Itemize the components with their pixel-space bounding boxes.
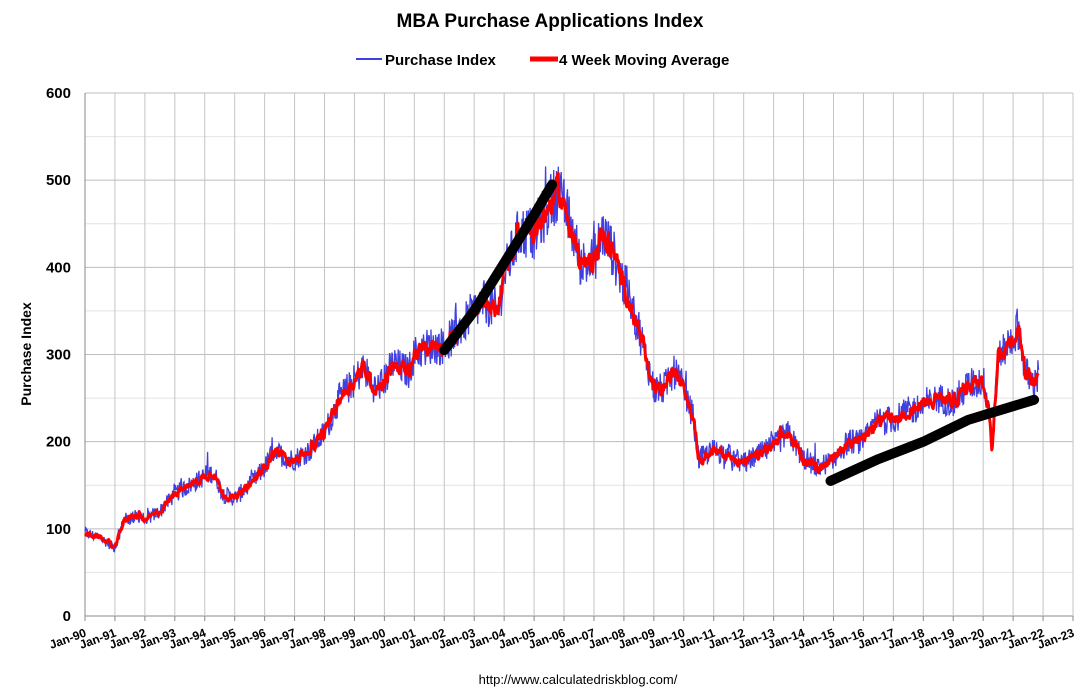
legend-label-moving-average: 4 Week Moving Average — [559, 52, 729, 69]
y-tick-label: 500 — [46, 172, 71, 189]
y-tick-label: 400 — [46, 259, 71, 276]
y-axis: 0 100 200 300 400 500 600 — [46, 85, 71, 625]
y-tick-label: 300 — [46, 347, 71, 364]
legend-label-purchase-index: Purchase Index — [385, 52, 497, 69]
trend-line-2 — [825, 394, 1040, 486]
y-tick-label: 600 — [46, 85, 71, 102]
legend: Purchase Index 4 Week Moving Average — [356, 52, 729, 69]
x-axis: Jan-90Jan-91Jan-92Jan-93Jan-94Jan-95Jan-… — [48, 626, 1077, 652]
y-tick-label: 200 — [46, 434, 71, 451]
series-moving-average-line — [84, 172, 1040, 549]
plot-area — [84, 166, 1040, 553]
source-url: http://www.calculatedriskblog.com/ — [479, 672, 678, 687]
series-purchase-index-line — [84, 166, 1040, 553]
chart-title: MBA Purchase Applications Index — [397, 11, 704, 32]
y-tick-label: 0 — [63, 608, 71, 625]
gridlines — [84, 92, 1074, 621]
y-axis-label: Purchase Index — [18, 302, 34, 406]
trend-line-1 — [439, 179, 558, 356]
y-tick-label: 100 — [46, 521, 71, 538]
